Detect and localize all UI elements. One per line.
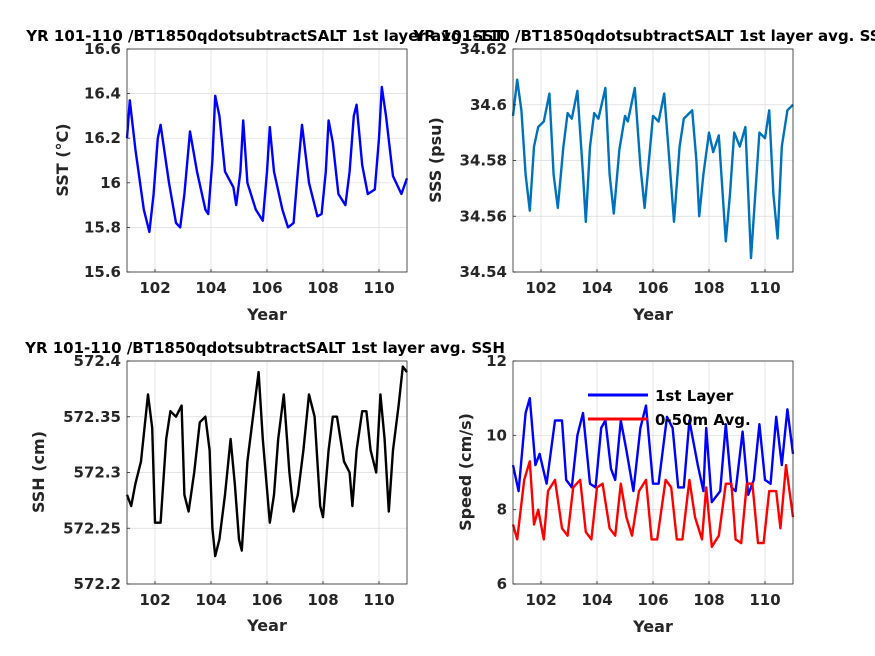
y-tick-label-ssh: 572.3 [74, 464, 121, 482]
y-axis-label-sst: SST (°C) [53, 123, 72, 196]
x-tick-label-sst: 102 [139, 279, 170, 297]
y-tick-label-sst: 16 [100, 174, 121, 192]
x-tick-label-speed: 110 [749, 591, 780, 609]
y-tick-label-sst: 15.6 [84, 263, 121, 281]
y-tick-label-ssh: 572.25 [63, 519, 121, 537]
legend-label-0-50m-avg: 0-50m Avg. [655, 411, 751, 429]
x-tick-label-sst: 110 [363, 279, 394, 297]
x-axis-label-sst: Year [246, 305, 287, 324]
x-tick-label-sss: 106 [637, 279, 668, 297]
x-tick-label-ssh: 108 [307, 591, 338, 609]
x-tick-label-ssh: 106 [251, 591, 282, 609]
y-tick-label-speed: 10 [486, 426, 507, 444]
y-axis-label-sss: SSS (psu) [426, 117, 445, 203]
panel-title-sst: YR 101-110 /BT1850qdotsubtractSALT 1st l… [25, 27, 504, 45]
x-tick-label-speed: 108 [693, 591, 724, 609]
x-axis-label-speed: Year [632, 617, 673, 636]
x-tick-label-sss: 110 [749, 279, 780, 297]
y-tick-label-sst: 15.8 [84, 218, 121, 236]
y-tick-label-sst: 16.2 [84, 129, 121, 147]
y-tick-label-sss: 34.54 [460, 263, 507, 281]
y-tick-label-sss: 34.56 [460, 207, 507, 225]
x-axis-label-sss: Year [632, 305, 673, 324]
legend: 1st Layer 0-50m Avg. [588, 387, 751, 429]
panel-title-sss: YR 101-110 /BT1850qdotsubtractSALT 1st l… [412, 27, 875, 45]
x-tick-label-ssh: 104 [195, 591, 226, 609]
x-tick-label-speed: 102 [525, 591, 556, 609]
x-tick-label-speed: 106 [637, 591, 668, 609]
series-line-speed-1 [511, 460, 795, 548]
panel-ssh: YR 101-110 /BT1850qdotsubtractSALT 1st l… [24, 339, 505, 635]
x-tick-label-sss: 102 [525, 279, 556, 297]
y-axis-label-speed: Speed (cm/s) [456, 413, 475, 531]
series-line-ssh-0 [125, 365, 408, 558]
y-tick-label-ssh: 572.35 [63, 408, 121, 426]
y-tick-label-sss: 34.58 [460, 152, 507, 170]
x-tick-label-sst: 106 [251, 279, 282, 297]
x-axis-label-ssh: Year [246, 616, 287, 635]
y-axis-label-ssh: SSH (cm) [29, 431, 48, 513]
x-tick-label-speed: 104 [581, 591, 612, 609]
panel-sss: YR 101-110 /BT1850qdotsubtractSALT 1st l… [412, 27, 875, 324]
x-tick-label-sss: 108 [693, 279, 724, 297]
y-tick-label-ssh: 572.2 [74, 575, 121, 593]
series-line-sst-0 [125, 85, 409, 234]
x-tick-label-sst: 108 [307, 279, 338, 297]
y-tick-label-speed: 8 [497, 501, 507, 519]
y-tick-label-ssh: 572.4 [74, 352, 121, 370]
panel-sst: YR 101-110 /BT1850qdotsubtractSALT 1st l… [25, 27, 504, 324]
x-tick-label-ssh: 110 [363, 591, 394, 609]
y-tick-label-sst: 16.4 [84, 85, 121, 103]
y-tick-label-speed: 6 [497, 575, 507, 593]
series-line-sss-0 [511, 78, 794, 260]
legend-label-1st-layer: 1st Layer [655, 387, 734, 405]
y-tick-label-speed: 12 [486, 352, 507, 370]
y-tick-label-sss: 34.62 [460, 40, 507, 58]
y-tick-label-sst: 16.6 [84, 40, 121, 58]
series-line-speed-0 [511, 397, 795, 504]
y-tick-label-sss: 34.6 [470, 96, 507, 114]
panel-title-ssh: YR 101-110 /BT1850qdotsubtractSALT 1st l… [24, 339, 505, 357]
x-tick-label-ssh: 102 [139, 591, 170, 609]
x-tick-label-sst: 104 [195, 279, 226, 297]
x-tick-label-sss: 104 [581, 279, 612, 297]
